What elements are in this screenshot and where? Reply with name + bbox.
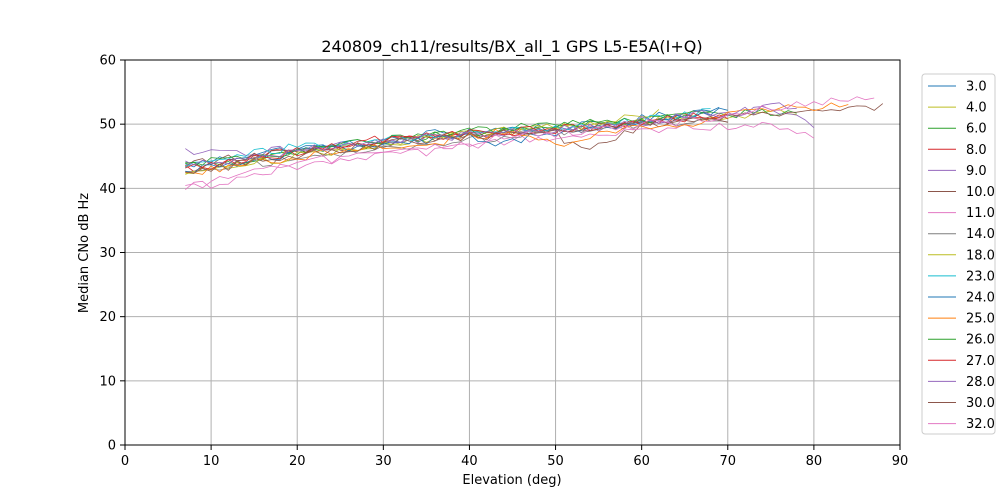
series-lines bbox=[185, 96, 884, 191]
y-tick-label: 0 bbox=[108, 439, 116, 454]
y-axis: 0 10 20 30 40 50 60 bbox=[99, 54, 125, 454]
x-tick-label: 80 bbox=[806, 454, 823, 469]
legend-box bbox=[921, 73, 996, 435]
legend-label: 14.0 bbox=[966, 227, 995, 242]
legend-label: 9.0 bbox=[966, 164, 987, 179]
legend-label: 27.0 bbox=[966, 354, 995, 369]
legend-label: 4.0 bbox=[966, 101, 987, 116]
x-tick-label: 30 bbox=[375, 454, 392, 469]
legend-label: 30.0 bbox=[966, 396, 995, 411]
y-tick-label: 40 bbox=[99, 182, 116, 197]
y-tick-label: 10 bbox=[99, 374, 116, 389]
x-tick-label: 90 bbox=[892, 454, 909, 469]
x-tick-label: 70 bbox=[720, 454, 737, 469]
series-line-11-0 bbox=[185, 122, 815, 191]
y-axis-label: Median CNo dB Hz bbox=[77, 193, 92, 313]
y-tick-label: 50 bbox=[99, 118, 116, 133]
y-tick-label: 60 bbox=[99, 54, 116, 69]
series-line-30-0 bbox=[185, 117, 728, 174]
legend-label: 10.0 bbox=[966, 185, 995, 200]
x-tick-label: 40 bbox=[461, 454, 478, 469]
legend-label: 11.0 bbox=[966, 206, 995, 221]
x-axis-label: Elevation (deg) bbox=[462, 473, 561, 488]
legend-label: 6.0 bbox=[966, 122, 987, 137]
legend-label: 24.0 bbox=[966, 291, 995, 306]
series-line-32-0 bbox=[185, 96, 875, 189]
legend-label: 3.0 bbox=[966, 80, 987, 95]
x-tick-label: 50 bbox=[547, 454, 564, 469]
chart-title: 240809_ch11/results/BX_all_1 GPS L5-E5A(… bbox=[321, 37, 702, 57]
y-tick-label: 20 bbox=[99, 310, 116, 325]
x-tick-label: 10 bbox=[203, 454, 220, 469]
legend-label: 25.0 bbox=[966, 312, 995, 327]
series-line-28-0 bbox=[185, 102, 797, 166]
legend-label: 32.0 bbox=[966, 417, 995, 432]
series-line-26-0 bbox=[185, 110, 711, 166]
series-line-8-0 bbox=[185, 113, 728, 172]
series-line-27-0 bbox=[185, 112, 728, 170]
x-tick-label: 20 bbox=[289, 454, 306, 469]
x-tick-label: 60 bbox=[633, 454, 650, 469]
y-tick-label: 30 bbox=[99, 246, 116, 261]
legend-label: 26.0 bbox=[966, 333, 995, 348]
legend-label: 28.0 bbox=[966, 375, 995, 390]
legend: 3.0 4.0 6.0 8.0 9.0 10.0 11.0 14.0 18.0 23.0 24.0 2… bbox=[921, 73, 996, 435]
legend-label: 23.0 bbox=[966, 269, 995, 284]
legend-label: 18.0 bbox=[966, 248, 995, 263]
legend-label: 8.0 bbox=[966, 143, 987, 158]
x-tick-label: 0 bbox=[121, 454, 129, 469]
x-axis: 0 10 20 30 40 50 60 70 80 90 bbox=[121, 445, 908, 469]
